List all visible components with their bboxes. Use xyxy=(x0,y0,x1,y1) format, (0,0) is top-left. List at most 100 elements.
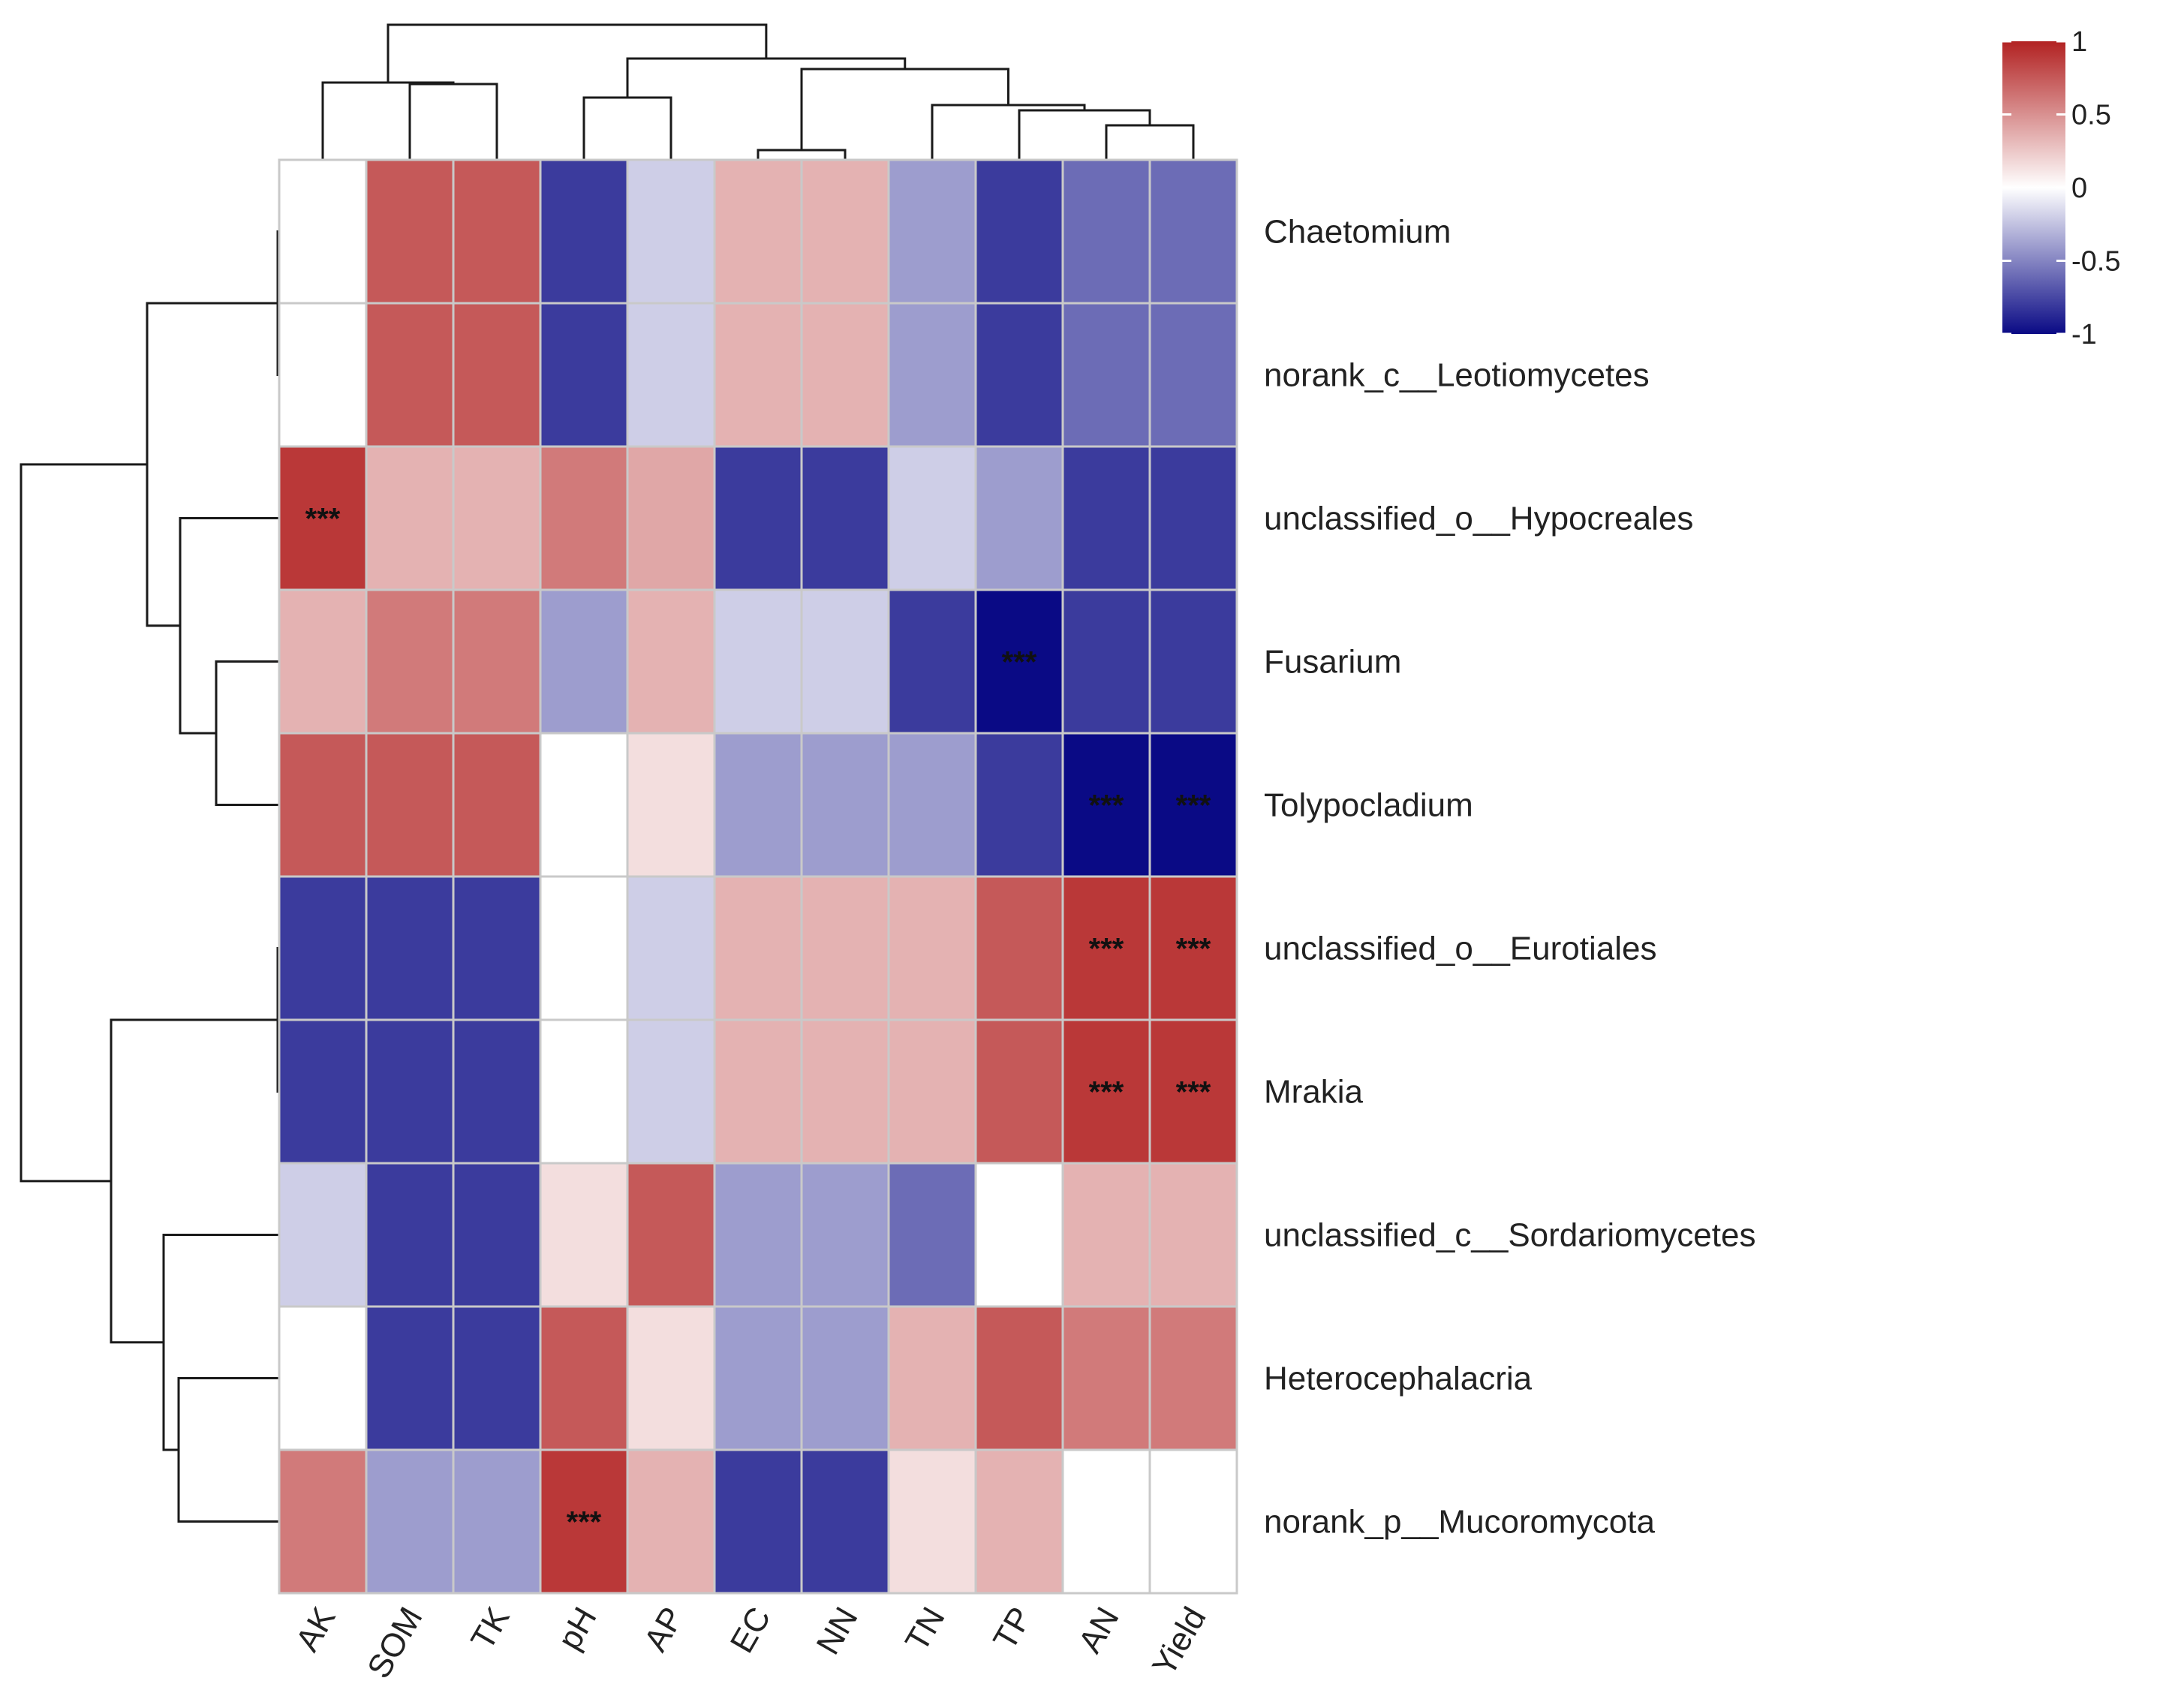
heatmap-cell xyxy=(1061,588,1151,735)
column-label: pH xyxy=(551,1601,604,1656)
row-label: Heterocephalacria xyxy=(1264,1361,1533,1397)
row-label: unclassified_c__Sordariomycetes xyxy=(1264,1217,1755,1254)
heatmap-cell xyxy=(626,1162,716,1308)
heatmap-cell xyxy=(626,158,716,305)
heatmap-cell xyxy=(539,1018,629,1165)
heatmap-cell xyxy=(1148,1162,1238,1308)
heatmap-cell xyxy=(713,1305,803,1451)
significance-marker: *** xyxy=(1176,933,1211,966)
heatmap-cell xyxy=(1148,875,1238,1021)
heatmap-cell xyxy=(974,1448,1064,1595)
column-dendrogram-branch xyxy=(626,57,907,98)
row-dendrogram-branch xyxy=(146,302,278,627)
heatmap-cell xyxy=(800,302,890,448)
heatmap-cell xyxy=(800,1162,890,1308)
heatmap-cell xyxy=(365,1162,455,1308)
heatmap-cell xyxy=(365,875,455,1021)
significance-marker: *** xyxy=(567,1506,602,1539)
heatmap-cell xyxy=(539,1305,629,1451)
heatmap-cell xyxy=(626,302,716,448)
heatmap-cell xyxy=(887,588,977,735)
heatmap-cell xyxy=(278,875,368,1021)
heatmap-cell xyxy=(365,302,455,448)
heatmap-cell xyxy=(365,732,455,878)
column-label: TP xyxy=(986,1601,1039,1656)
heatmap-cell xyxy=(278,1018,368,1165)
heatmap-cell xyxy=(713,588,803,735)
heatmap-cell xyxy=(1148,1305,1238,1451)
row-label: Tolypocladium xyxy=(1264,787,1473,824)
heatmap-cell xyxy=(974,445,1064,591)
heatmap-cell xyxy=(1061,1448,1151,1595)
significance-marker: *** xyxy=(1176,789,1211,822)
heatmap-cell xyxy=(278,302,368,448)
column-label: AK xyxy=(289,1601,343,1658)
heatmap-cell xyxy=(365,158,455,305)
heatmap-cell xyxy=(365,445,455,591)
legend-tick-label: -1 xyxy=(2071,319,2097,350)
column-label: TK xyxy=(464,1601,517,1656)
column-labels: AK SOM TK pH AP EC NN TN TP AN Yield xyxy=(289,1601,1214,1685)
column-label: TN xyxy=(898,1601,952,1658)
row-dendrogram xyxy=(20,230,279,1523)
heatmap-cell xyxy=(626,1305,716,1451)
heatmap-cell xyxy=(452,1305,542,1451)
heatmap-cell xyxy=(1061,158,1151,305)
significance-markers: *** *** *** *** *** *** *** *** *** xyxy=(305,503,1211,1539)
heatmap-cell xyxy=(452,158,542,305)
heatmap-cell xyxy=(974,302,1064,448)
heatmap-cell xyxy=(887,1018,977,1165)
heatmap-cell xyxy=(452,732,542,878)
heatmap-cell xyxy=(626,445,716,591)
heatmap-cell xyxy=(1061,732,1151,878)
heatmap-cell xyxy=(1061,1305,1151,1451)
column-dendrogram-branch xyxy=(757,149,847,160)
heatmap-cell xyxy=(452,1018,542,1165)
heatmap-cell xyxy=(452,588,542,735)
heatmap-cell xyxy=(1061,445,1151,591)
row-dendrogram-branch xyxy=(215,660,279,806)
row-dendrogram-branch xyxy=(177,1377,279,1523)
row-dendrogram-branch xyxy=(179,517,279,735)
heatmap-cell xyxy=(1148,302,1238,448)
heatmap-cell xyxy=(800,158,890,305)
heatmap-cell xyxy=(452,1162,542,1308)
row-label: unclassified_o__Eurotiales xyxy=(1264,931,1656,967)
heatmap-cell xyxy=(800,588,890,735)
heatmap-cell xyxy=(278,158,368,305)
heatmap-cell xyxy=(626,732,716,878)
column-dendrogram-branch xyxy=(582,96,672,160)
heatmap-cell xyxy=(887,875,977,1021)
heatmap-cell xyxy=(365,1448,455,1595)
column-dendrogram-branch xyxy=(408,83,498,160)
heatmap-cell xyxy=(539,875,629,1021)
heatmap-cell xyxy=(713,158,803,305)
heatmap-cell xyxy=(278,732,368,878)
heatmap-cell xyxy=(1061,1018,1151,1165)
heatmap-cell xyxy=(887,1305,977,1451)
column-label: Yield xyxy=(1145,1601,1214,1682)
row-label: norank_c__Leotiomycetes xyxy=(1264,357,1650,394)
heatmap-cell xyxy=(1148,1448,1238,1595)
heatmap-cell xyxy=(887,445,977,591)
heatmap-cell xyxy=(974,158,1064,305)
column-label: AP xyxy=(637,1601,691,1658)
row-label: Mrakia xyxy=(1264,1074,1364,1111)
column-dendrogram-branch xyxy=(321,81,455,160)
row-dendrogram-branch xyxy=(110,1018,278,1344)
column-label: EC xyxy=(724,1601,778,1659)
heatmap-cell xyxy=(626,588,716,735)
heatmap-border xyxy=(278,158,1238,1595)
heatmap-cell xyxy=(539,588,629,735)
legend-tick-label: -0.5 xyxy=(2071,246,2120,278)
legend-tick-label: 1 xyxy=(2071,26,2087,58)
column-dendrogram-branch xyxy=(931,104,1086,160)
legend-tick-label: 0 xyxy=(2071,173,2087,204)
heatmap-cell xyxy=(974,588,1064,735)
heatmap-cell xyxy=(713,732,803,878)
column-dendrogram xyxy=(321,23,1195,160)
significance-marker: *** xyxy=(1089,933,1124,966)
heatmap-cell xyxy=(800,875,890,1021)
heatmap-cell xyxy=(539,732,629,878)
